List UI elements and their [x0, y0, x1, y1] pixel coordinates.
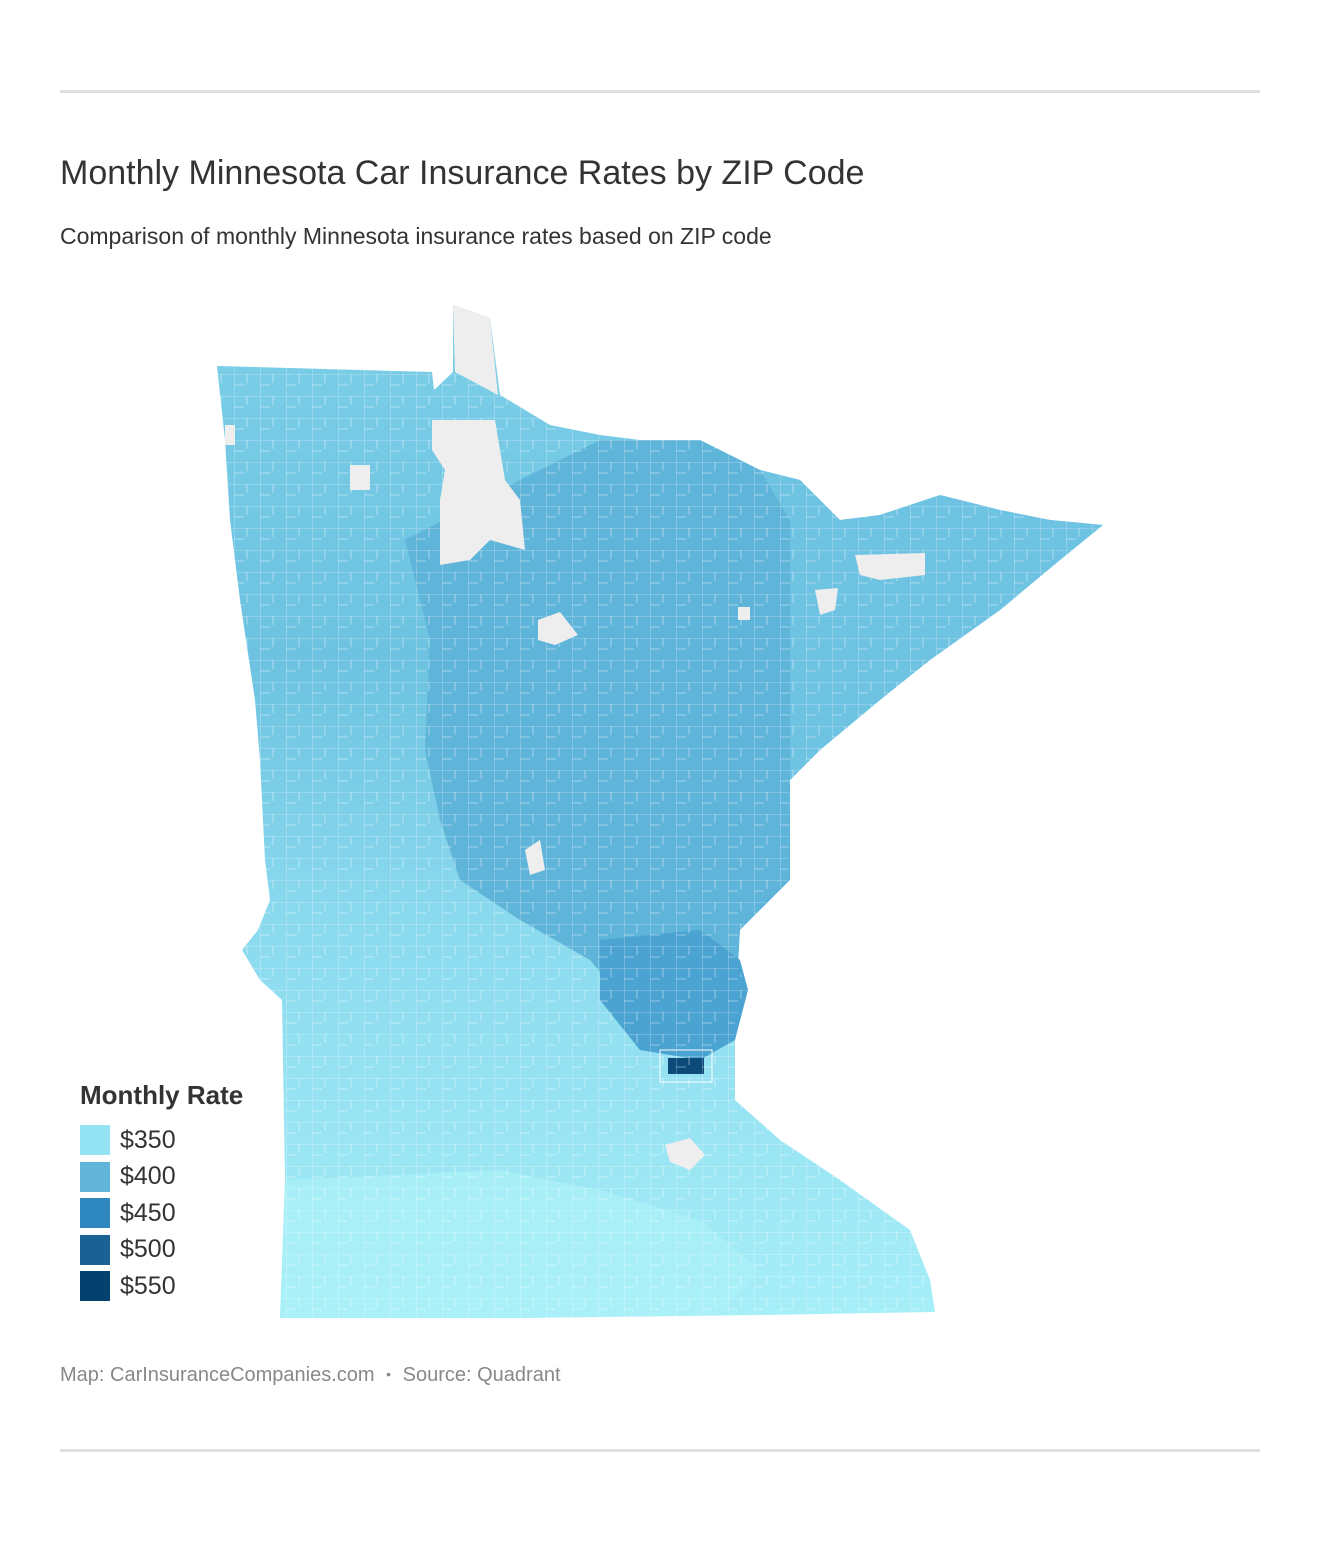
legend-label: $550 [120, 1271, 176, 1300]
legend-label: $350 [120, 1125, 176, 1154]
legend-swatch [80, 1234, 110, 1265]
zip-boundaries [217, 305, 1103, 1318]
legend-title: Monthly Rate [80, 1080, 244, 1110]
legend-swatch [80, 1271, 110, 1301]
chart-subtitle: Comparison of monthly Minnesota insuranc… [60, 223, 772, 249]
legend-label: $450 [120, 1198, 176, 1227]
map-credit: Map: CarInsuranceCompanies.com [60, 1364, 375, 1386]
data-source: Source: Quadrant [402, 1364, 561, 1386]
source-credit: Map: CarInsuranceCompanies.com • Source:… [60, 1364, 561, 1387]
legend-label: $400 [120, 1162, 176, 1190]
minnesota-choropleth-map [217, 305, 1103, 1318]
legend-item-450: $450 [80, 1198, 243, 1228]
chart-title: Monthly Minnesota Car Insurance Rates by… [60, 154, 865, 192]
bullet-separator: • [386, 1366, 392, 1382]
legend-swatch [80, 1198, 110, 1228]
legend-item-500: $500 [80, 1234, 243, 1265]
legend-swatch [80, 1125, 110, 1155]
legend-item-550: $550 [80, 1271, 243, 1301]
legend-swatch [80, 1161, 110, 1192]
legend-item-350: $350 [80, 1125, 243, 1155]
legend-label: $500 [120, 1235, 176, 1263]
no-data-areas [225, 305, 925, 1170]
legend: Monthly Rate $350 $400 $450 $500 $550 [80, 1080, 243, 1308]
top-divider [60, 90, 1260, 93]
legend-item-400: $400 [80, 1161, 243, 1192]
bottom-divider [60, 1449, 1260, 1452]
